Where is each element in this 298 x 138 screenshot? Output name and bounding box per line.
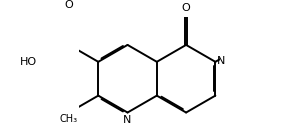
Text: CH₃: CH₃	[59, 114, 77, 124]
Text: N: N	[217, 56, 225, 66]
Text: N: N	[123, 115, 132, 125]
Text: O: O	[64, 0, 73, 10]
Text: HO: HO	[20, 57, 37, 67]
Text: O: O	[182, 3, 190, 13]
